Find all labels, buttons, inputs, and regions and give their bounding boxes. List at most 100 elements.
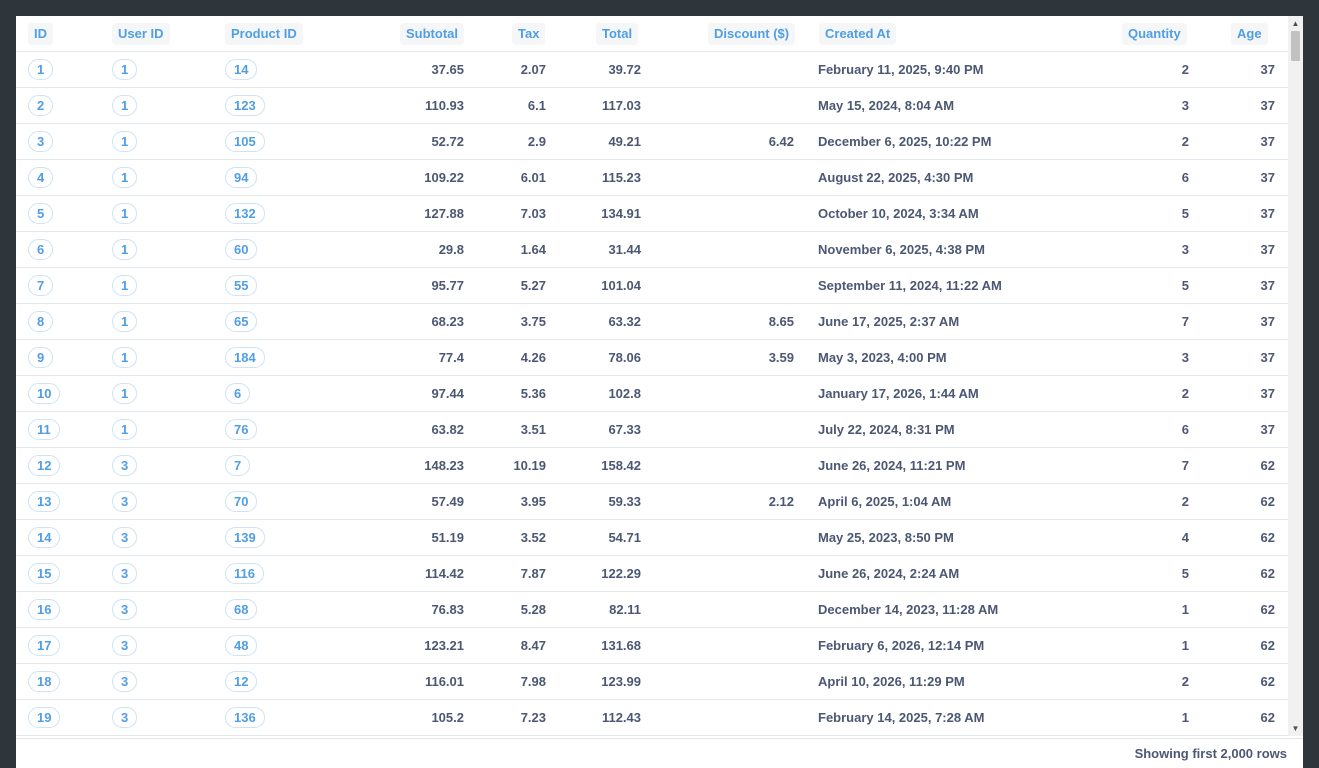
cell-user-id-link[interactable]: 3 <box>112 671 138 692</box>
cell-product-id-link[interactable]: 65 <box>225 311 258 332</box>
cell-product-id-link[interactable]: 48 <box>225 635 258 656</box>
table-row: 18 3 12 116.01 7.98 123.99 April 10, 2026, 11:… <box>16 664 1288 700</box>
cell-product-id-link[interactable]: 184 <box>225 347 265 368</box>
cell-created-at: February 11, 2025, 9:40 PM <box>818 62 984 77</box>
row-count-text: Showing first 2,000 rows <box>1134 746 1287 761</box>
column-header-product-id[interactable]: Product ID <box>225 23 303 45</box>
column-header-tax[interactable]: Tax <box>512 23 546 45</box>
cell-id-link[interactable]: 18 <box>28 671 61 692</box>
table-row: 16 3 68 76.83 5.28 82.11 December 14, 2023, 11… <box>16 592 1288 628</box>
cell-user-id-link[interactable]: 3 <box>112 455 138 476</box>
cell-user-id-link[interactable]: 1 <box>112 347 138 368</box>
cell-id-link[interactable]: 15 <box>28 563 61 584</box>
cell-subtotal: 148.23 <box>424 458 464 473</box>
cell-created-at: October 10, 2024, 3:34 AM <box>818 206 979 221</box>
cell-id-link[interactable]: 2 <box>28 95 54 116</box>
cell-total: 78.06 <box>608 350 641 365</box>
cell-user-id-link[interactable]: 3 <box>112 599 138 620</box>
cell-total: 39.72 <box>608 62 641 77</box>
cell-user-id-link[interactable]: 1 <box>112 59 138 80</box>
cell-total: 31.44 <box>608 242 641 257</box>
scroll-down-arrow-icon[interactable]: ▼ <box>1291 724 1300 733</box>
cell-product-id-link[interactable]: 60 <box>225 239 258 260</box>
cell-subtotal: 109.22 <box>424 170 464 185</box>
cell-product-id-link[interactable]: 105 <box>225 131 265 152</box>
cell-quantity: 4 <box>1181 530 1189 545</box>
cell-id-link[interactable]: 1 <box>28 59 54 80</box>
cell-subtotal: 37.65 <box>431 62 464 77</box>
cell-subtotal: 29.8 <box>438 242 464 257</box>
cell-created-at: December 6, 2025, 10:22 PM <box>818 134 992 149</box>
cell-id-link[interactable]: 16 <box>28 599 61 620</box>
cell-created-at: August 22, 2025, 4:30 PM <box>818 170 974 185</box>
cell-product-id-link[interactable]: 55 <box>225 275 258 296</box>
cell-created-at: May 25, 2023, 8:50 PM <box>818 530 954 545</box>
cell-product-id-link[interactable]: 123 <box>225 95 265 116</box>
cell-id-link[interactable]: 7 <box>28 275 54 296</box>
cell-product-id-link[interactable]: 76 <box>225 419 258 440</box>
cell-product-id-link[interactable]: 6 <box>225 383 251 404</box>
cell-id-link[interactable]: 10 <box>28 383 61 404</box>
cell-product-id-link[interactable]: 68 <box>225 599 258 620</box>
table-row: 17 3 48 123.21 8.47 131.68 February 6, 2026, 1… <box>16 628 1288 664</box>
cell-discount: 2.12 <box>768 494 794 509</box>
cell-id-link[interactable]: 8 <box>28 311 54 332</box>
cell-user-id-link[interactable]: 3 <box>112 527 138 548</box>
cell-id-link[interactable]: 17 <box>28 635 61 656</box>
table-header: ID User ID Product ID Subtotal Tax Total… <box>16 16 1288 52</box>
cell-subtotal: 77.4 <box>438 350 464 365</box>
cell-product-id-link[interactable]: 14 <box>225 59 258 80</box>
cell-user-id-link[interactable]: 3 <box>112 563 138 584</box>
column-header-created-at[interactable]: Created At <box>819 23 897 45</box>
cell-tax: 7.98 <box>520 674 546 689</box>
cell-created-at: September 11, 2024, 11:22 AM <box>818 278 1002 293</box>
cell-user-id-link[interactable]: 3 <box>112 707 138 728</box>
cell-product-id-link[interactable]: 139 <box>225 527 265 548</box>
cell-product-id-link[interactable]: 136 <box>225 707 265 728</box>
cell-quantity: 6 <box>1181 422 1189 437</box>
cell-id-link[interactable]: 13 <box>28 491 61 512</box>
cell-product-id-link[interactable]: 116 <box>225 563 264 584</box>
cell-user-id-link[interactable]: 1 <box>112 203 138 224</box>
column-header-age[interactable]: Age <box>1231 23 1268 45</box>
cell-user-id-link[interactable]: 3 <box>112 635 138 656</box>
column-header-user-id[interactable]: User ID <box>112 23 170 45</box>
cell-tax: 2.9 <box>527 134 546 149</box>
scroll-up-arrow-icon[interactable]: ▲ <box>1291 19 1300 28</box>
cell-id-link[interactable]: 3 <box>28 131 54 152</box>
cell-id-link[interactable]: 4 <box>28 167 54 188</box>
cell-user-id-link[interactable]: 1 <box>112 95 138 116</box>
cell-id-link[interactable]: 14 <box>28 527 61 548</box>
cell-user-id-link[interactable]: 1 <box>112 275 138 296</box>
cell-quantity: 5 <box>1181 206 1189 221</box>
cell-id-link[interactable]: 6 <box>28 239 54 260</box>
cell-id-link[interactable]: 5 <box>28 203 54 224</box>
cell-created-at: December 14, 2023, 11:28 AM <box>818 602 999 617</box>
cell-tax: 3.95 <box>520 494 546 509</box>
cell-created-at: February 14, 2025, 7:28 AM <box>818 710 985 725</box>
cell-user-id-link[interactable]: 1 <box>112 311 138 332</box>
cell-product-id-link[interactable]: 70 <box>225 491 258 512</box>
cell-id-link[interactable]: 11 <box>28 419 60 440</box>
cell-user-id-link[interactable]: 3 <box>112 491 138 512</box>
column-header-quantity[interactable]: Quantity <box>1122 23 1187 45</box>
cell-id-link[interactable]: 9 <box>28 347 54 368</box>
vertical-scrollbar[interactable]: ▲ ▼ <box>1288 16 1303 736</box>
cell-product-id-link[interactable]: 94 <box>225 167 258 188</box>
cell-discount: 6.42 <box>768 134 794 149</box>
column-header-subtotal[interactable]: Subtotal <box>400 23 464 45</box>
cell-product-id-link[interactable]: 7 <box>225 455 251 476</box>
cell-user-id-link[interactable]: 1 <box>112 131 138 152</box>
cell-user-id-link[interactable]: 1 <box>112 419 138 440</box>
cell-user-id-link[interactable]: 1 <box>112 383 138 404</box>
cell-product-id-link[interactable]: 132 <box>225 203 265 224</box>
scrollbar-thumb[interactable] <box>1291 31 1300 61</box>
cell-product-id-link[interactable]: 12 <box>225 671 258 692</box>
cell-id-link[interactable]: 19 <box>28 707 61 728</box>
cell-user-id-link[interactable]: 1 <box>112 167 138 188</box>
column-header-discount[interactable]: Discount ($) <box>708 23 796 45</box>
cell-id-link[interactable]: 12 <box>28 455 61 476</box>
column-header-id[interactable]: ID <box>28 23 53 45</box>
cell-user-id-link[interactable]: 1 <box>112 239 138 260</box>
column-header-total[interactable]: Total <box>596 23 639 45</box>
